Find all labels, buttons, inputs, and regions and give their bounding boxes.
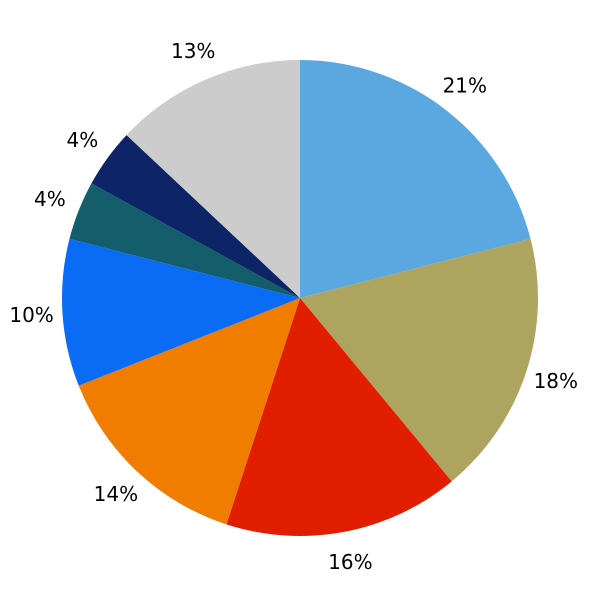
pie-slice-label-2: 16% — [328, 550, 372, 574]
pie-slice-3 — [78, 298, 301, 525]
pie-slice-4 — [62, 238, 301, 386]
pie-slice-label-4: 10% — [9, 303, 53, 327]
pie-slice-2 — [226, 298, 452, 536]
pie-slice-7 — [126, 60, 300, 298]
pie-slice-5 — [69, 183, 300, 298]
pie-slice-label-6: 4% — [67, 128, 99, 152]
pie-slice-label-3: 14% — [94, 482, 138, 506]
pie-slice-label-1: 18% — [534, 369, 578, 393]
pie-slice-1 — [300, 238, 538, 482]
pie-slice-label-5: 4% — [34, 187, 66, 211]
pie-slice-6 — [91, 135, 300, 298]
pie-slice-label-0: 21% — [443, 74, 487, 98]
pie-slice-label-7: 13% — [171, 39, 215, 63]
pie-slice-0 — [300, 60, 531, 298]
